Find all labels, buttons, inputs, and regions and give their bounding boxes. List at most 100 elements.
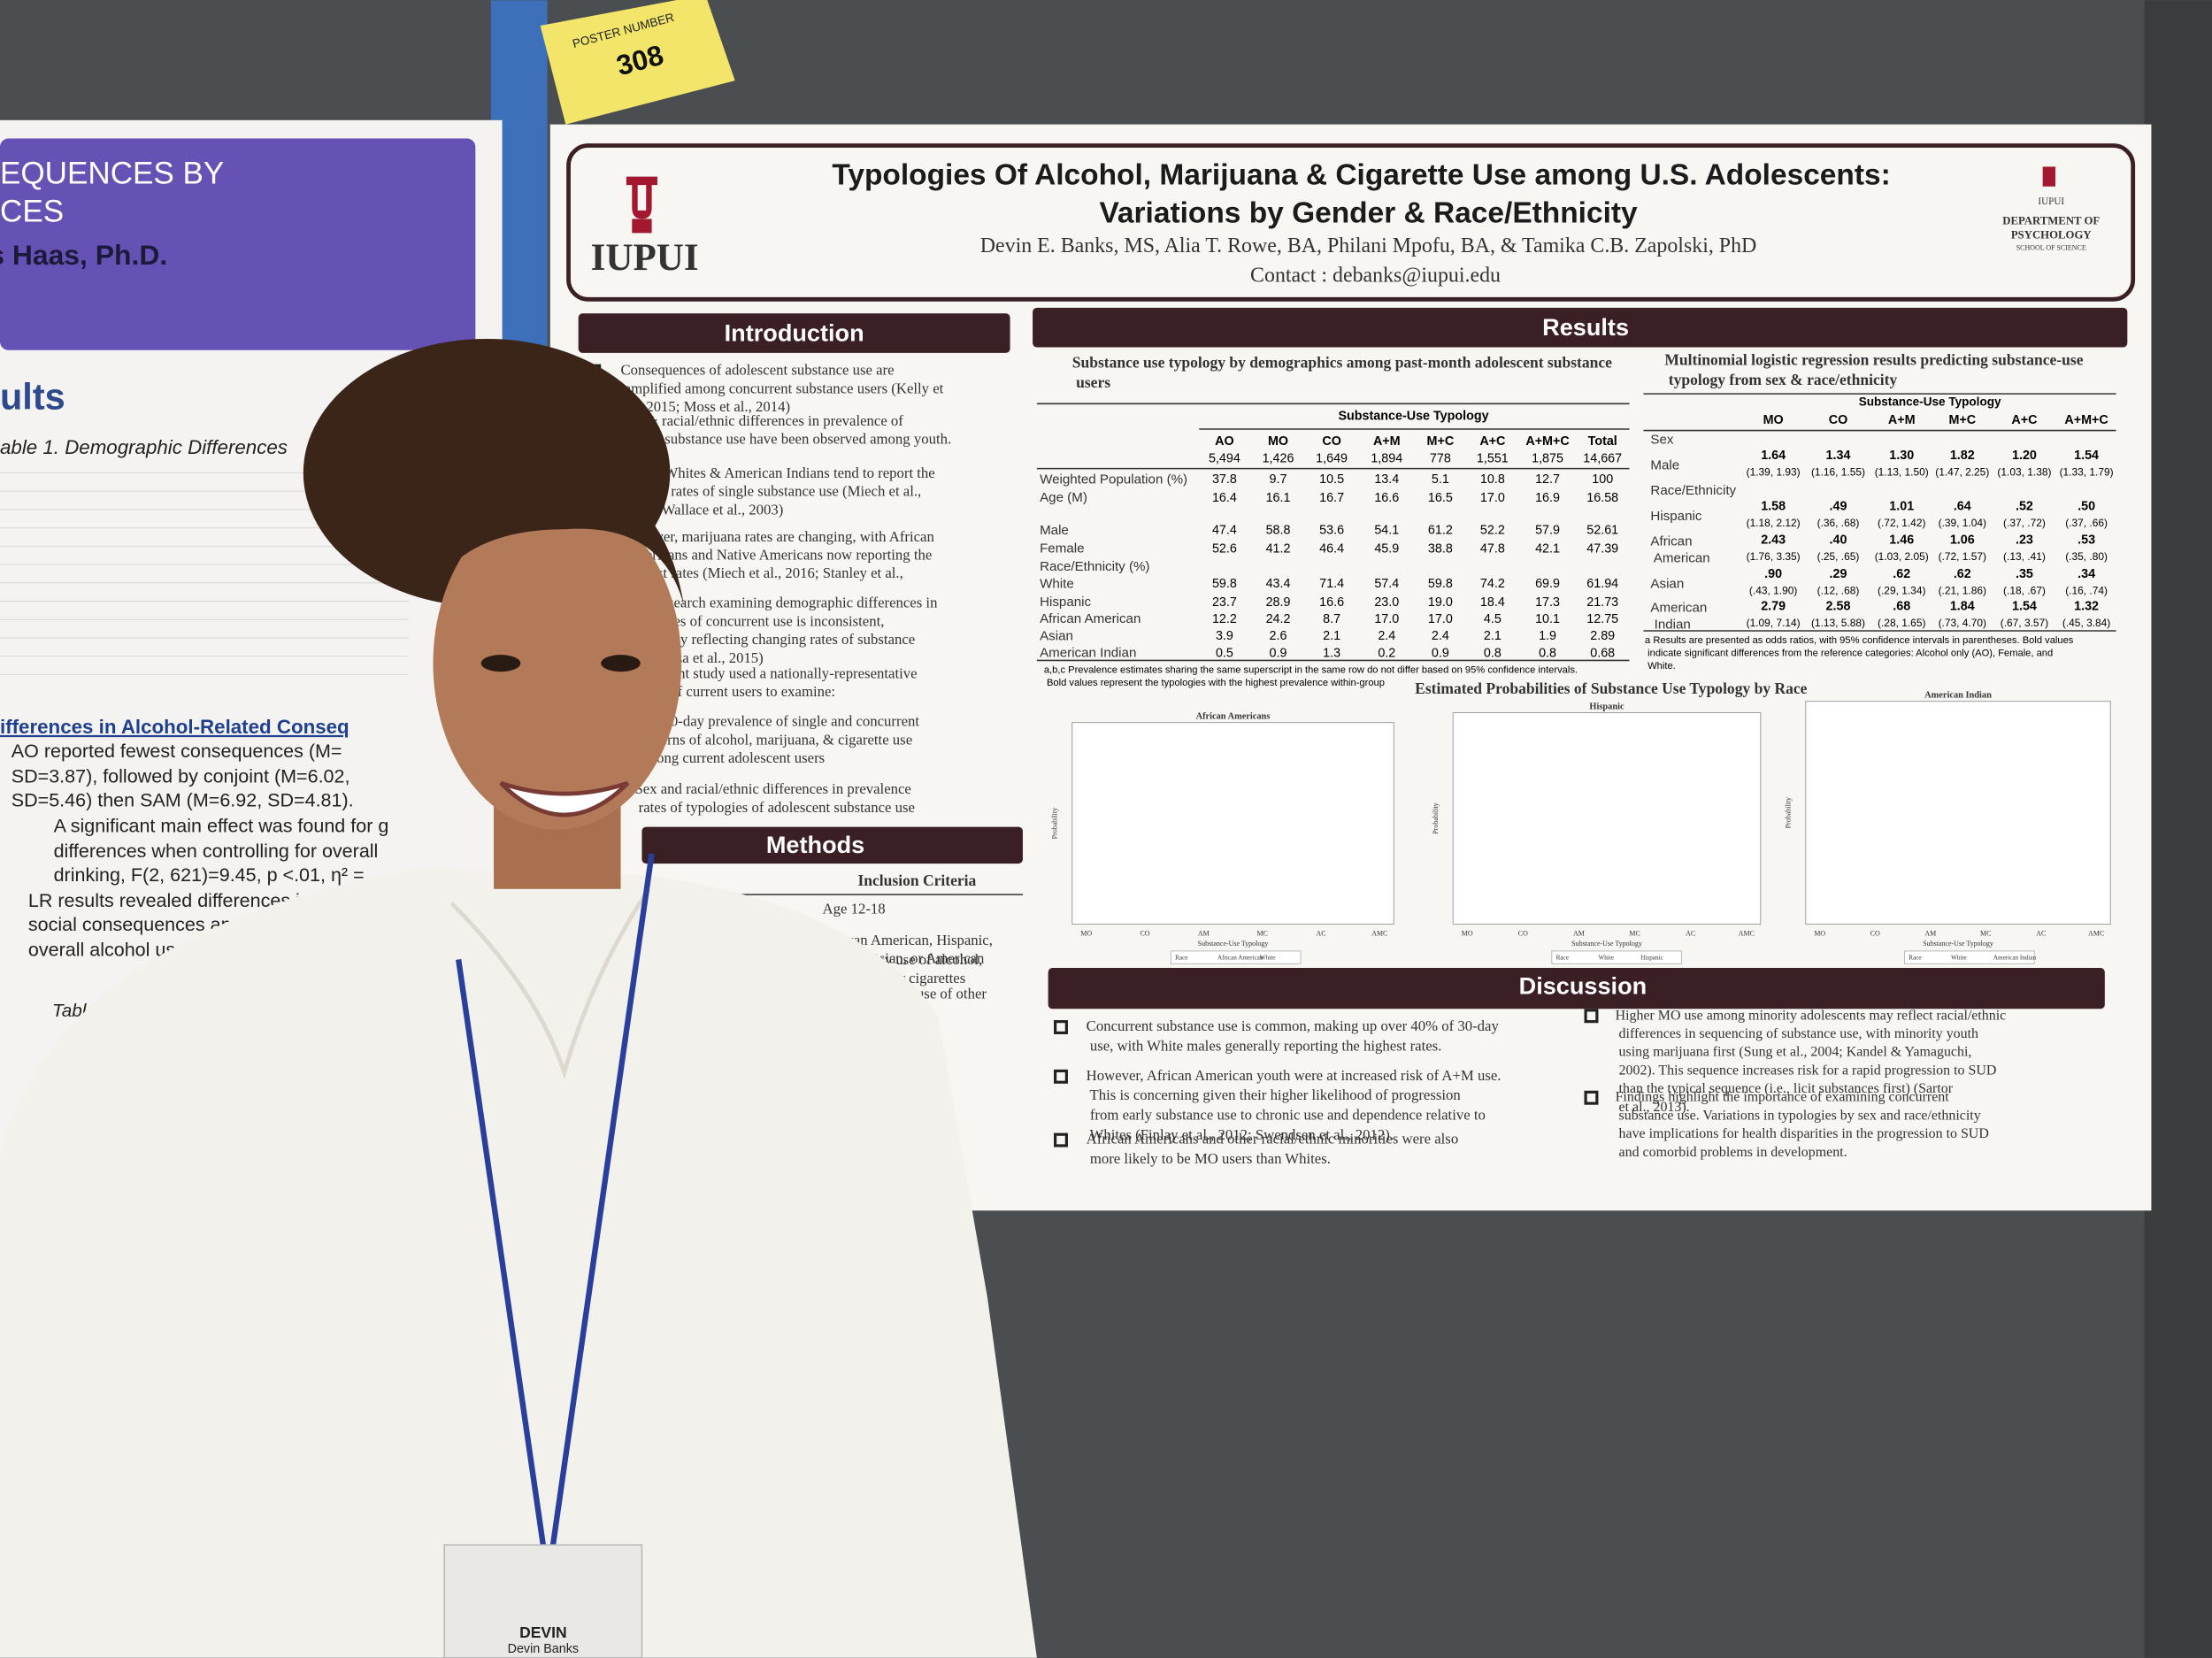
person: DEVIN Devin Banks — [0, 338, 1037, 1658]
left-header-line: CES — [0, 194, 64, 228]
section-bar — [1033, 307, 2128, 348]
column-header: CO — [1322, 434, 1341, 449]
table-group-header: Substance-Use Typology — [1339, 409, 1489, 423]
cell: .64 — [1954, 499, 1971, 513]
cell: 13.4 — [1374, 472, 1399, 487]
cell: 1.54 — [2012, 600, 2037, 614]
left-header-line: s Haas, Ph.D. — [0, 239, 167, 271]
axis-label: Probability — [1432, 802, 1440, 833]
count: 14,667 — [1583, 451, 1622, 465]
cell: 47.4 — [1212, 524, 1237, 538]
cell: 0.8 — [1539, 646, 1556, 660]
bullet — [1054, 1069, 1068, 1084]
row-label: African American — [1650, 534, 1709, 566]
cell-ci: (.29, 1.34) — [1878, 585, 1925, 597]
cell: .23 — [2016, 533, 2033, 548]
cell: 12.7 — [1535, 472, 1560, 487]
cell-ci: (.67, 3.57) — [2001, 617, 2048, 629]
eye — [601, 655, 641, 672]
figure-title: Estimated Probabilities of Substance Use… — [1415, 679, 1807, 697]
cell: 37.8 — [1212, 472, 1237, 487]
column-header: A+M+C — [1525, 434, 1569, 449]
left-line: drinking, F(2, 621)=9.45, p <.01, η² = — [54, 864, 365, 886]
cell: 2.6 — [1270, 629, 1287, 643]
cell: .50 — [2078, 499, 2095, 513]
legend-box — [1551, 950, 1682, 964]
x-tick-label: CO — [1518, 930, 1528, 938]
legend-entry: American Indian — [1993, 955, 2037, 962]
row-label: Male — [1650, 457, 1679, 472]
cell-ci: (1.39, 1.93) — [1747, 466, 1801, 479]
cell: .29 — [1830, 567, 1847, 581]
row-label: Asian — [1650, 576, 1684, 591]
axis-label: Probability — [1785, 797, 1793, 828]
dept-line: PSYCHOLOGY — [2011, 228, 2092, 241]
cell: 69.9 — [1535, 577, 1560, 591]
panel-frame — [1452, 711, 1762, 925]
column-header: A+M — [1373, 434, 1401, 449]
cell: .35 — [2016, 567, 2033, 581]
cell: 61.2 — [1428, 524, 1453, 538]
cell: 19.0 — [1428, 595, 1453, 610]
cell: 1.9 — [1539, 629, 1556, 643]
criterion: Age 12-18 — [823, 901, 886, 917]
cell: 53.6 — [1319, 524, 1344, 538]
column-header: MO — [1268, 434, 1288, 449]
cell: 47.39 — [1586, 541, 1618, 556]
panel-frame — [1071, 722, 1394, 925]
footnote: a,b,c Prevalence estimates sharing the s… — [1044, 665, 1578, 688]
column-header: A+M+C — [2064, 413, 2108, 427]
discussion-bullet: However, African American youth were at … — [1087, 1067, 1502, 1143]
cell: 57.4 — [1374, 577, 1399, 591]
face — [433, 496, 682, 830]
column-header: M+C — [1427, 434, 1455, 449]
cell: 2.1 — [1323, 629, 1340, 643]
row-label: American Indian — [1040, 645, 1136, 660]
cell: 10.1 — [1535, 612, 1560, 626]
cell: 8.7 — [1323, 612, 1340, 626]
cell: 52.2 — [1480, 524, 1505, 538]
intro-sub-bullet: Past 30-day prevalence of single and con… — [634, 712, 919, 765]
badge-name: DEVIN — [519, 1623, 567, 1641]
cell: 18.4 — [1480, 595, 1505, 610]
legend-entry: Hispanic — [1640, 955, 1663, 962]
cell: 38.8 — [1428, 541, 1453, 556]
cell: 59.8 — [1428, 577, 1453, 591]
left-subheading: ifferences in Alcohol-Related Conseq — [0, 716, 349, 738]
cell: 1.01 — [1889, 499, 1914, 513]
cell: 16.5 — [1428, 491, 1453, 505]
cell-ci: (.39, 1.04) — [1939, 517, 1986, 529]
cell: 1.3 — [1323, 646, 1340, 660]
cell: 9.7 — [1270, 472, 1287, 487]
count: 1,649 — [1316, 451, 1348, 465]
cell: 0.9 — [1270, 646, 1287, 660]
cell: .62 — [1893, 567, 1910, 581]
row-label: Sex — [1650, 433, 1674, 448]
cell: 1.64 — [1761, 449, 1786, 463]
x-tick-label: AMC — [2088, 930, 2104, 938]
panel-title: American Indian — [1924, 691, 1992, 701]
cell-ci: (.72, 1.57) — [1939, 550, 1986, 563]
cell: 2.43 — [1761, 533, 1786, 548]
section-heading: Discussion — [1519, 972, 1647, 1000]
x-tick-label: MO — [1814, 930, 1825, 938]
legend-entry: Race — [1556, 955, 1569, 962]
smile — [499, 780, 630, 817]
left-line: LR results revealed differences in al — [28, 890, 331, 911]
row-label: Race/Ethnicity — [1650, 483, 1736, 498]
cell: 21.73 — [1586, 595, 1618, 610]
left-line: differences when controlling for overall — [54, 841, 379, 862]
intro-bullet: Sex & racial/ethnic differences in preva… — [621, 412, 952, 448]
x-tick-label: AC — [1316, 930, 1325, 938]
discussion-bullet: Concurrent substance use is common, maki… — [1087, 1017, 1500, 1054]
column-header: A+C — [1479, 434, 1505, 449]
count: 1,551 — [1477, 451, 1509, 465]
cell-ci: (.72, 1.42) — [1878, 517, 1925, 529]
badge-full-name: Devin Banks — [508, 1642, 579, 1656]
cell-ci: (1.09, 7.14) — [1747, 617, 1801, 629]
cell: 16.1 — [1266, 491, 1291, 505]
cell: 1.06 — [1950, 533, 1975, 548]
x-tick-label: AMC — [1371, 930, 1387, 938]
x-tick-label: CO — [1140, 930, 1149, 938]
cell-ci: (.12, .68) — [1817, 585, 1860, 597]
